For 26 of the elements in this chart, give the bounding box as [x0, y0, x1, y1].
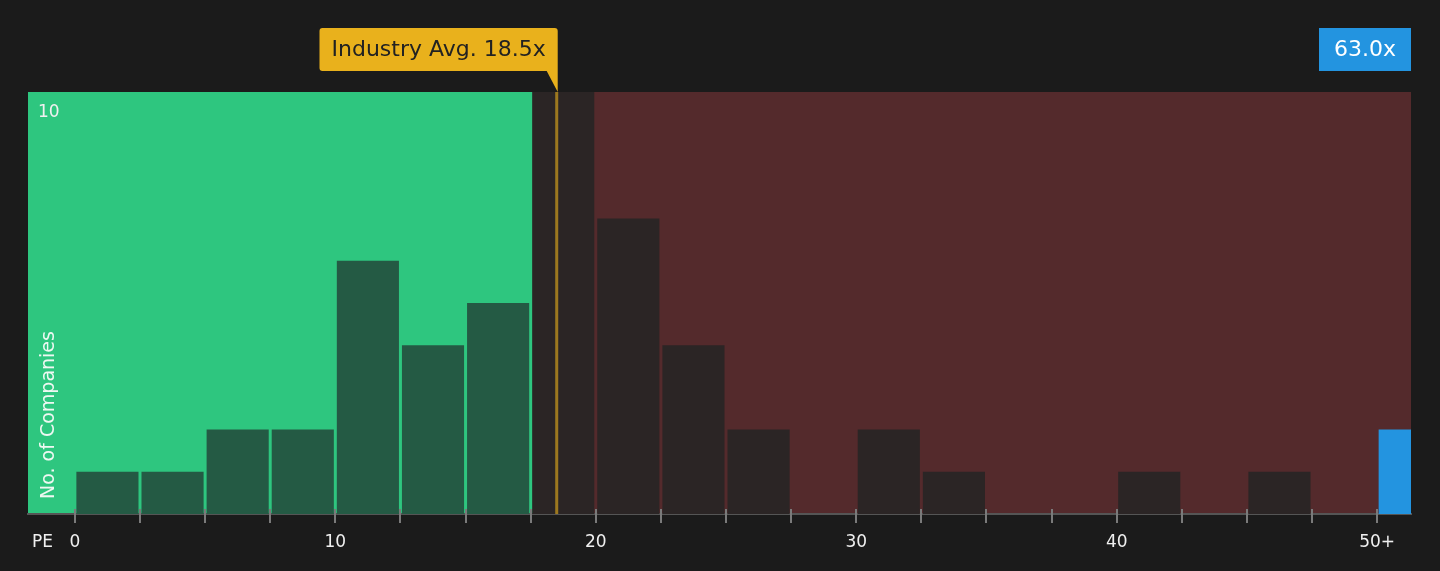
bar: [271, 429, 334, 514]
text: 63.0x: [1334, 36, 1397, 62]
x-tick-label: 40: [1105, 530, 1128, 551]
bar: [1248, 471, 1311, 514]
x-axis-title: PE: [32, 530, 53, 551]
x-tick-label: 20: [584, 530, 607, 551]
x-tick-label: 50+: [1359, 530, 1396, 551]
x-tick-label: 0: [69, 530, 81, 551]
bar: [76, 471, 139, 514]
bar: [727, 429, 790, 514]
bar: [532, 92, 595, 514]
bar: [857, 429, 920, 514]
annotation: 10: [38, 101, 60, 122]
ref-line-label: Industry Avg. 18.5x: [331, 36, 546, 62]
bar: [597, 218, 660, 514]
bar: [467, 303, 530, 514]
bar: [662, 345, 725, 514]
bar: [206, 429, 269, 514]
bar: [922, 471, 985, 514]
bar: [336, 260, 399, 514]
x-tick-label: 30: [845, 530, 868, 551]
bar: [141, 471, 204, 514]
x-tick-label: 10: [324, 530, 347, 551]
bar: [1118, 471, 1181, 514]
y-axis-title: No. of Companies: [35, 331, 58, 499]
bar: [401, 345, 465, 514]
